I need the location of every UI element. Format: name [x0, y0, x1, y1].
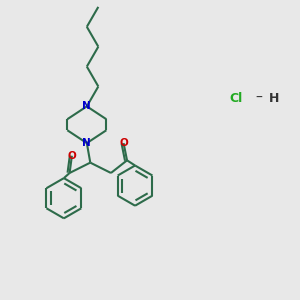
Text: N: N [82, 101, 91, 111]
Text: Cl: Cl [230, 92, 243, 105]
Text: –: – [256, 91, 262, 105]
Text: H: H [269, 92, 279, 105]
Text: N: N [82, 138, 91, 148]
Text: O: O [119, 138, 128, 148]
Text: O: O [68, 151, 76, 161]
